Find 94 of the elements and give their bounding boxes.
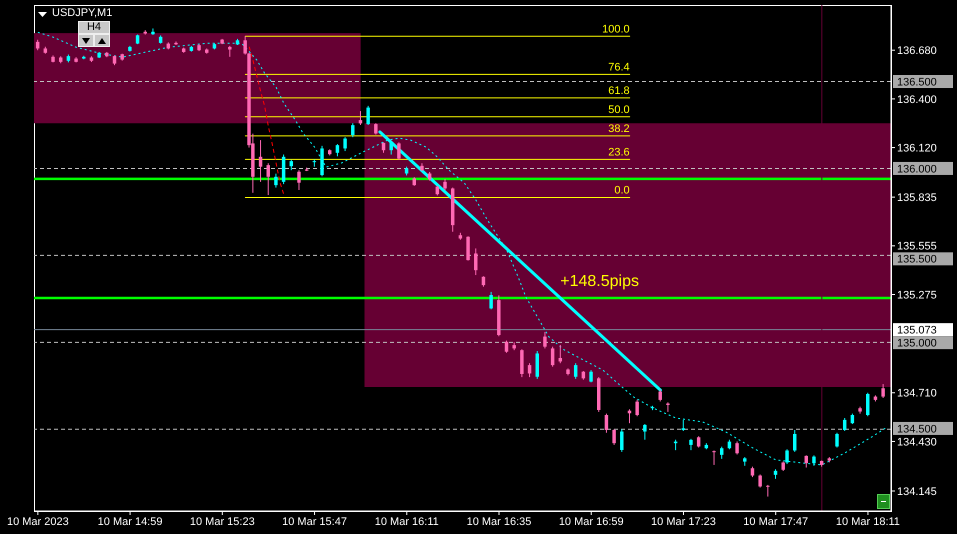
series-label: 50.0 xyxy=(608,104,630,116)
candlestick xyxy=(258,140,262,182)
candlestick xyxy=(358,110,362,126)
ref-line-label: 135.073 xyxy=(897,324,937,336)
ref-line-label: 134.500 xyxy=(897,423,937,436)
candlestick xyxy=(793,429,796,452)
candlestick xyxy=(397,142,401,160)
series-label: 23.6 xyxy=(608,146,630,158)
annotation: H4 xyxy=(78,21,110,34)
candlestick xyxy=(520,348,524,378)
candlestick xyxy=(436,185,440,196)
candlestick xyxy=(290,159,294,171)
candlestick xyxy=(666,402,670,412)
ref-line-label: 136.500 xyxy=(897,76,937,88)
ref-line-label: 135.500 xyxy=(897,254,937,266)
candlestick xyxy=(482,276,486,288)
candlestick xyxy=(466,236,470,262)
candlestick xyxy=(266,162,270,196)
candlestick xyxy=(758,474,762,488)
candlestick xyxy=(228,45,232,58)
y-tick-label: 134.430 xyxy=(897,436,937,448)
candlestick xyxy=(712,450,716,466)
candlestick xyxy=(351,122,355,138)
candlestick xyxy=(682,419,686,432)
candlestick xyxy=(336,144,340,157)
y-tick-label: 135.275 xyxy=(897,289,937,302)
candlestick xyxy=(620,428,624,452)
candlestick xyxy=(728,439,732,450)
series-label: 100.0 xyxy=(602,23,630,36)
line-series xyxy=(248,46,284,196)
ref-line-label: 135.000 xyxy=(897,337,937,350)
y-tick-label: 134.145 xyxy=(897,486,937,498)
candlestick xyxy=(489,291,493,310)
candlestick xyxy=(558,344,562,364)
candlestick xyxy=(804,454,808,468)
x-tick-label: 10 Mar 16:59 xyxy=(558,516,624,528)
candlestick xyxy=(374,122,378,136)
x-tick-label: 10 Mar 17:23 xyxy=(651,516,716,528)
candlestick xyxy=(735,440,739,455)
candlestick xyxy=(881,384,885,398)
y-tick-label: 136.120 xyxy=(897,142,937,154)
candlestick xyxy=(550,346,554,368)
candlestick xyxy=(543,331,547,349)
candlestick xyxy=(674,439,678,451)
candlestick xyxy=(604,413,608,434)
timeframe-selector: H4 xyxy=(78,21,110,47)
annotation: +148.5pips xyxy=(560,272,639,291)
x-tick-label: 10 Mar 15:23 xyxy=(190,516,255,528)
series-label: 0.0 xyxy=(614,184,630,196)
y-tick-label: 136.680 xyxy=(897,45,937,58)
candlestick xyxy=(589,370,593,383)
line-series xyxy=(37,32,888,466)
candlestick xyxy=(720,446,724,460)
y-tick-label: 135.555 xyxy=(897,240,937,253)
chart-title: USDJPY,M1 xyxy=(52,7,112,20)
x-tick-label: 10 Mar 16:11 xyxy=(374,516,439,528)
candlestick xyxy=(635,399,639,417)
candlestick xyxy=(766,484,770,498)
candlestick xyxy=(136,34,140,45)
candlestick xyxy=(382,142,386,154)
candlestick xyxy=(866,392,870,417)
candlestick xyxy=(842,417,846,432)
candlestick xyxy=(850,413,854,425)
candlestick xyxy=(274,173,278,188)
candlestick xyxy=(343,136,347,152)
series-label: 76.4 xyxy=(608,61,630,74)
candlestick xyxy=(643,424,647,440)
candlestick xyxy=(689,438,693,451)
candlestick xyxy=(658,388,662,402)
candlestick xyxy=(389,140,393,156)
candlestick xyxy=(628,408,632,424)
x-tick-label: 10 Mar 14:59 xyxy=(98,516,162,528)
y-tick-label: 136.400 xyxy=(897,94,937,106)
y-tick-label: 134.710 xyxy=(897,388,937,400)
candlestick xyxy=(528,362,532,378)
candlestick xyxy=(781,460,785,472)
candlestick xyxy=(366,105,370,126)
ref-line-label: 136.000 xyxy=(897,163,937,176)
candlestick xyxy=(536,350,539,380)
candlestick xyxy=(696,436,700,448)
series-label: 61.8 xyxy=(608,84,630,97)
candlestick xyxy=(297,170,301,191)
x-tick-label: 10 Mar 17:47 xyxy=(743,516,808,528)
x-tick-label: 10 Mar 16:35 xyxy=(466,516,532,528)
candlestick xyxy=(750,466,754,478)
candlestick xyxy=(574,362,578,380)
x-tick-label: 10 Mar 18:11 xyxy=(836,516,900,528)
y-tick-label: 135.835 xyxy=(897,192,937,204)
candlestick xyxy=(36,39,40,51)
x-tick-label: 10 Mar 2023 xyxy=(6,516,69,528)
series-label: 38.2 xyxy=(608,122,630,135)
x-tick-label: 10 Mar 15:47 xyxy=(282,516,347,528)
candlestick xyxy=(474,248,478,276)
candlestick xyxy=(612,428,616,446)
